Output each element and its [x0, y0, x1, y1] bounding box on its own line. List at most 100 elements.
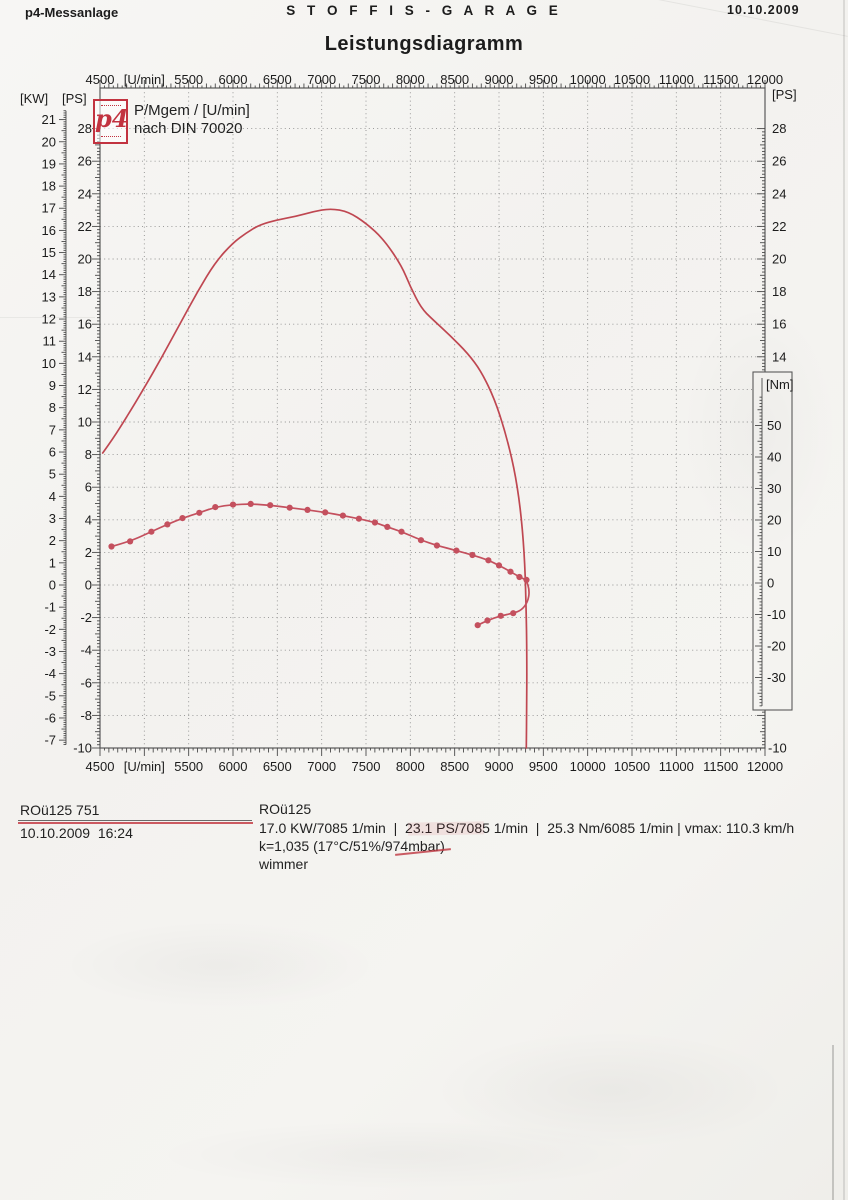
svg-text:18: 18 [78, 284, 92, 299]
svg-text:21: 21 [42, 112, 56, 127]
svg-text:11000: 11000 [659, 72, 694, 87]
svg-text:24: 24 [78, 186, 92, 201]
svg-text:22: 22 [78, 219, 92, 234]
svg-text:[PS]: [PS] [62, 91, 87, 106]
svg-text:8: 8 [85, 447, 92, 462]
svg-text:13: 13 [42, 289, 56, 304]
svg-text:5500: 5500 [174, 72, 203, 87]
svg-text:-6: -6 [44, 711, 56, 726]
run-series-line-sample [18, 822, 253, 824]
svg-text:40: 40 [767, 450, 781, 465]
p4-logo-decoration-bottom [100, 134, 121, 137]
svg-text:6000: 6000 [219, 72, 248, 87]
svg-text:8000: 8000 [396, 72, 425, 87]
svg-text:10000: 10000 [570, 72, 606, 87]
svg-text:5: 5 [49, 467, 56, 482]
svg-text:15: 15 [42, 245, 56, 260]
svg-text:20: 20 [78, 252, 92, 267]
svg-text:20: 20 [772, 252, 786, 267]
svg-text:8: 8 [49, 400, 56, 415]
svg-text:10: 10 [78, 415, 92, 430]
svg-text:1: 1 [49, 555, 56, 570]
legend-norm-label: nach DIN 70020 [134, 120, 243, 137]
svg-text:16: 16 [42, 223, 56, 238]
svg-text:11: 11 [43, 334, 57, 349]
svg-text:9000: 9000 [485, 759, 514, 774]
svg-text:4500: 4500 [86, 759, 115, 774]
svg-text:[U/min]: [U/min] [124, 72, 165, 87]
svg-text:28: 28 [772, 121, 786, 136]
svg-text:24: 24 [772, 186, 786, 201]
svg-text:11500: 11500 [703, 72, 738, 87]
run-label: ROü125 751 [20, 802, 100, 818]
svg-text:[U/min]: [U/min] [124, 759, 165, 774]
svg-text:10: 10 [767, 544, 781, 559]
svg-text:16: 16 [772, 317, 786, 332]
svg-text:14: 14 [772, 349, 786, 364]
svg-text:-8: -8 [80, 708, 92, 723]
svg-text:18: 18 [42, 179, 56, 194]
svg-text:6500: 6500 [263, 72, 292, 87]
svg-text:14: 14 [42, 267, 56, 282]
svg-text:14: 14 [78, 349, 92, 364]
operator-name: wimmer [259, 856, 308, 872]
svg-text:6000: 6000 [219, 759, 248, 774]
svg-text:12000: 12000 [747, 72, 783, 87]
svg-text:4: 4 [85, 512, 92, 527]
svg-text:6: 6 [85, 480, 92, 495]
svg-text:30: 30 [767, 481, 781, 496]
svg-text:-4: -4 [80, 643, 92, 658]
svg-text:-10: -10 [767, 607, 786, 622]
run-datetime: 10.10.2009 16:24 [20, 825, 133, 841]
p4-logo-decoration-top [100, 103, 121, 106]
svg-text:19: 19 [42, 156, 56, 171]
header-garage-name: S T O F F I S - G A R A G E [286, 3, 562, 18]
svg-text:18: 18 [772, 284, 786, 299]
svg-text:9500: 9500 [529, 72, 558, 87]
svg-text:2: 2 [85, 545, 92, 560]
svg-text:-1: -1 [44, 600, 56, 615]
svg-text:0: 0 [85, 578, 92, 593]
svg-text:7000: 7000 [307, 72, 336, 87]
header-date: 10.10.2009 [727, 3, 800, 17]
svg-text:10: 10 [42, 356, 56, 371]
svg-text:5500: 5500 [174, 759, 203, 774]
svg-text:9500: 9500 [529, 759, 558, 774]
svg-text:20: 20 [42, 134, 56, 149]
svg-text:26: 26 [78, 154, 92, 169]
svg-text:11500: 11500 [703, 759, 738, 774]
svg-text:-3: -3 [44, 644, 56, 659]
svg-text:-20: -20 [767, 639, 786, 654]
svg-text:12000: 12000 [747, 759, 783, 774]
svg-text:22: 22 [772, 219, 786, 234]
svg-text:6: 6 [49, 445, 56, 460]
svg-text:8000: 8000 [396, 759, 425, 774]
svg-text:10000: 10000 [570, 759, 606, 774]
svg-text:9000: 9000 [485, 72, 514, 87]
svg-text:7500: 7500 [352, 759, 381, 774]
svg-text:10500: 10500 [614, 72, 650, 87]
svg-text:20: 20 [767, 513, 781, 528]
svg-text:[Nm]: [Nm] [766, 377, 793, 392]
svg-text:7000: 7000 [307, 759, 336, 774]
svg-text:8500: 8500 [440, 759, 469, 774]
svg-text:26: 26 [772, 154, 786, 169]
results-line: 17.0 KW/7085 1/min | 23.1 PS/7085 1/min … [259, 820, 795, 836]
svg-text:-10: -10 [73, 741, 92, 756]
svg-text:0: 0 [767, 576, 774, 591]
svg-text:3: 3 [49, 511, 56, 526]
svg-text:7: 7 [49, 422, 56, 437]
svg-text:-30: -30 [767, 670, 786, 685]
svg-text:12: 12 [78, 382, 92, 397]
svg-text:0: 0 [49, 578, 56, 593]
legend-measure-label: P/Mgem / [U/min] [134, 102, 250, 119]
run-label-underline [18, 820, 252, 821]
svg-text:2: 2 [49, 533, 56, 548]
svg-text:17: 17 [42, 201, 56, 216]
svg-text:4: 4 [49, 489, 56, 504]
svg-text:10500: 10500 [614, 759, 650, 774]
svg-text:-2: -2 [44, 622, 56, 637]
chart-legend: p4 P/Mgem / [U/min] nach DIN 70020 [93, 99, 323, 145]
scan-smear-artifact [407, 821, 485, 836]
